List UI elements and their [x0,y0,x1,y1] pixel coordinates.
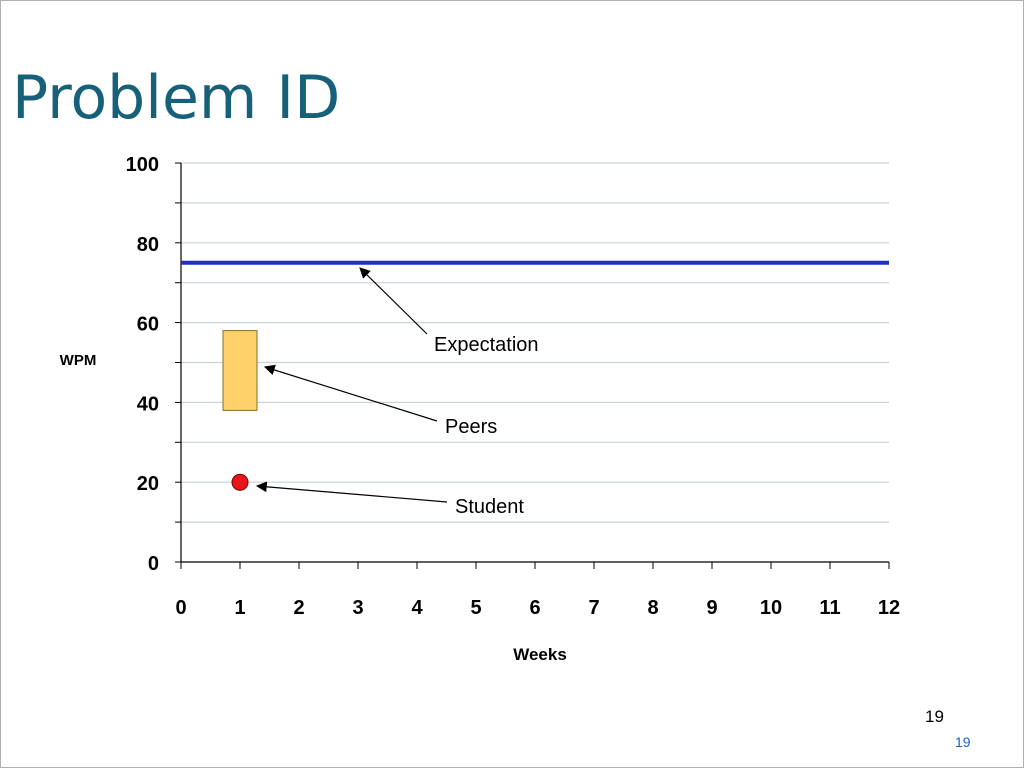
y-tick-label: 20 [137,473,159,495]
slide-title: Problem ID [12,63,341,133]
student-point [231,473,249,491]
y-tick-label: 60 [137,314,159,336]
peers-arrow [263,364,438,422]
x-axis-label: Weeks [513,645,567,664]
y-tick-label: 80 [137,234,159,256]
y-axis-label: WPM [60,352,97,369]
x-tick-label: 10 [760,597,782,619]
y-tick-label: 100 [126,154,159,176]
x-tick-label: 2 [293,597,304,619]
x-tick-label: 0 [175,597,186,619]
student-annotation: Student [455,496,524,518]
student-arrow [255,481,448,503]
y-tick-label: 0 [148,553,159,575]
x-tick-label: 8 [647,597,658,619]
x-tick-label: 4 [411,597,423,619]
x-tick-label: 12 [878,597,900,619]
peers-range-box [222,330,258,411]
x-tick-label: 7 [588,597,599,619]
x-tick-label: 11 [819,597,840,619]
x-tick-label: 5 [470,597,481,619]
x-tick-label: 3 [352,597,363,619]
x-tick-label: 6 [529,597,540,619]
x-tick-label: 9 [706,597,717,619]
peers-annotation: Peers [445,416,497,438]
y-tick-label: 40 [137,393,159,415]
expectation-arrow [359,267,428,335]
footer-page-number: 19 [955,734,971,750]
expectation-annotation: Expectation [434,334,539,356]
page-number: 19 [925,707,944,726]
x-tick-label: 1 [234,597,245,619]
